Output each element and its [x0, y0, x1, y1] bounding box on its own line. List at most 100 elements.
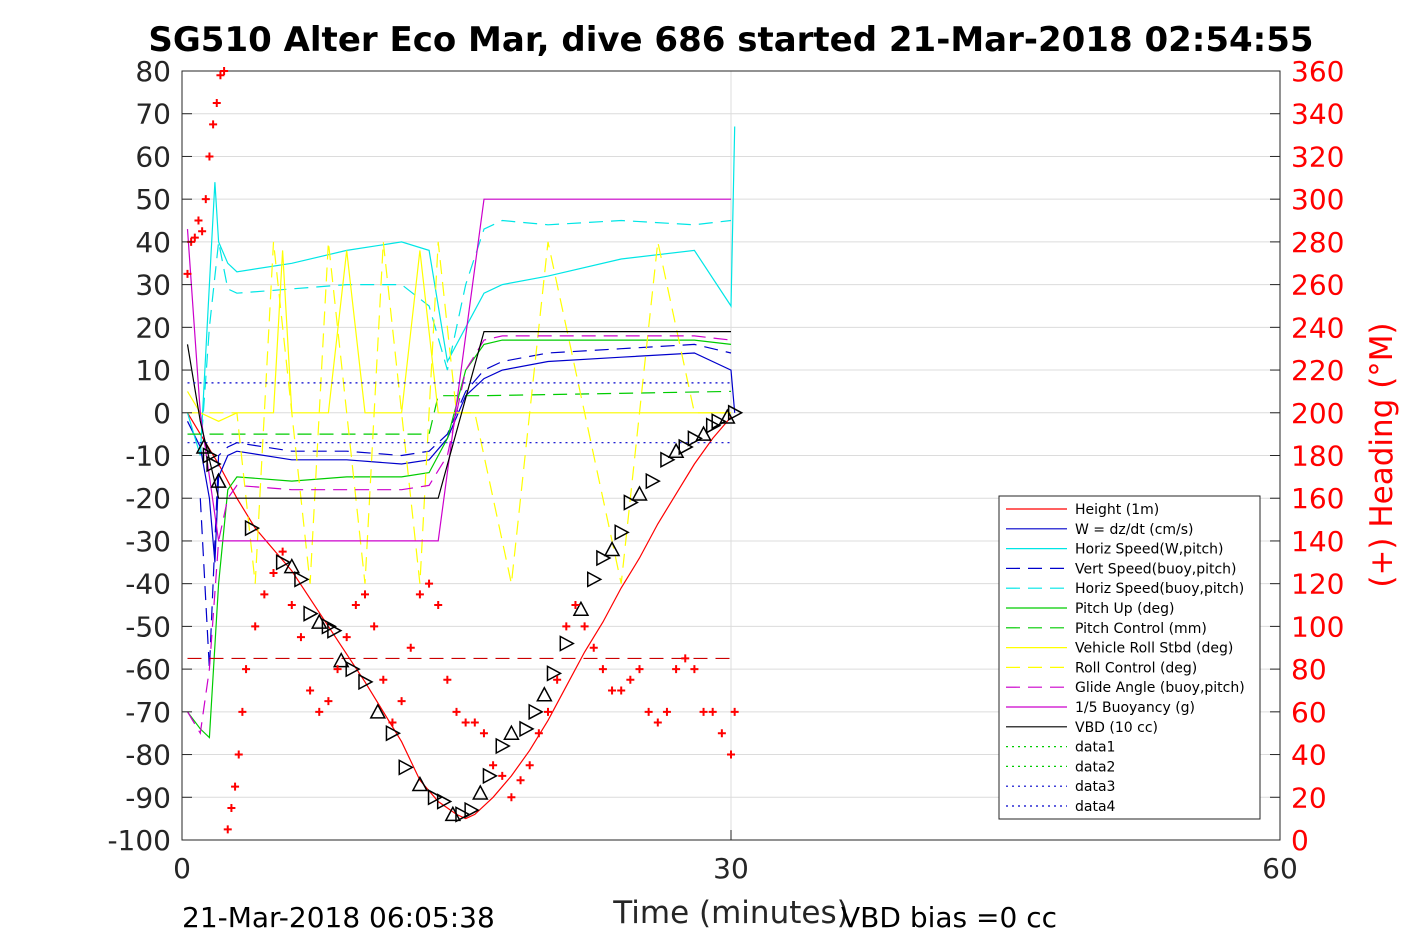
footer-right: VBD bias =0 cc	[841, 901, 1057, 934]
heading-point	[269, 568, 278, 577]
vbd-marker	[436, 793, 453, 810]
series-line-3	[199, 343, 732, 670]
heading-point	[617, 686, 626, 695]
series-line-5	[187, 339, 732, 739]
vbd-marker	[519, 720, 535, 738]
legend-label: data1	[1075, 740, 1115, 756]
x-axis-ticks: 0 30 60	[173, 830, 1298, 885]
y2-tick-label: 220	[1291, 354, 1344, 387]
legend-label: Pitch Control (mm)	[1075, 621, 1207, 637]
legend-label: VBD (10 cc)	[1075, 720, 1158, 736]
heading-point	[415, 590, 424, 599]
heading-point	[242, 665, 251, 674]
y-tick-label: -80	[125, 739, 171, 772]
heading-point	[324, 697, 333, 706]
heading-point	[544, 707, 552, 716]
legend-label: Pitch Up (deg)	[1075, 601, 1174, 617]
y2-tick-label: 120	[1291, 568, 1344, 601]
legend-label: Glide Angle (buoy,pitch)	[1075, 680, 1245, 696]
heading-point	[534, 729, 543, 738]
heading-point	[653, 718, 662, 727]
heading-point	[251, 622, 260, 631]
heading-point	[220, 67, 229, 75]
heading-point	[278, 547, 287, 556]
legend-label: Roll Control (deg)	[1075, 660, 1197, 676]
x-tick-label: 60	[1262, 852, 1298, 885]
heading-point	[727, 750, 735, 759]
series-line-11	[186, 331, 731, 499]
heading-point	[699, 707, 708, 716]
vbd-marker	[687, 430, 703, 447]
y-tick-label: 70	[135, 98, 171, 131]
heading-point	[351, 601, 360, 610]
series-line-1	[186, 352, 736, 563]
heading-point	[507, 793, 516, 802]
vbd-marker	[695, 425, 712, 441]
vbd-marker	[327, 622, 343, 639]
vbd-marker	[614, 524, 630, 541]
heading-point	[342, 633, 351, 642]
y-tick-label: 0	[153, 397, 171, 430]
heading-point	[690, 665, 699, 674]
heading-point	[183, 269, 192, 278]
vbd-marker	[495, 737, 511, 755]
y2-tick-label: 20	[1291, 781, 1327, 814]
y-tick-label: 60	[135, 140, 171, 173]
legend-label: data4	[1075, 799, 1116, 815]
y2-tick-label: 60	[1291, 696, 1327, 729]
heading-point	[234, 750, 243, 759]
heading-point	[525, 761, 534, 770]
vbd-marker	[444, 805, 462, 822]
y2-tick-label: 340	[1291, 98, 1344, 131]
series-line-2	[186, 126, 736, 456]
heading-point	[461, 718, 470, 727]
y-tick-label: 10	[135, 354, 171, 387]
heading-point	[201, 195, 210, 204]
vbd-marker	[587, 571, 603, 588]
y-tick-label: 50	[135, 183, 171, 216]
heading-point	[370, 622, 379, 631]
heading-point	[644, 707, 653, 716]
y2-tick-label: 260	[1291, 269, 1344, 302]
heading-point	[681, 654, 690, 663]
legend-label: 1/5 Buoyancy (g)	[1075, 700, 1195, 716]
vbd-marker	[294, 571, 310, 588]
vbd-marker	[472, 784, 489, 800]
vbd-marker	[206, 455, 222, 473]
heading-point	[589, 643, 598, 652]
heading-point	[361, 590, 369, 599]
y2-tick-label: 280	[1291, 226, 1344, 259]
heading-point	[717, 729, 726, 738]
heading-point	[434, 601, 443, 610]
heading-point	[571, 601, 580, 610]
vbd-marker	[711, 413, 727, 430]
vbd-marker	[283, 557, 301, 574]
series-line-4	[199, 219, 732, 456]
heading-point	[287, 601, 296, 610]
y2-tick-label: 200	[1291, 397, 1344, 430]
heading-point	[598, 665, 607, 674]
y-tick-label: -70	[125, 696, 171, 729]
legend-label: Horiz Speed(buoy,pitch)	[1075, 581, 1244, 597]
vbd-marker	[660, 451, 676, 469]
heading-point	[333, 665, 342, 674]
series-line-0	[186, 412, 732, 820]
vbd-marker	[244, 519, 261, 537]
y2-tick-label: 300	[1291, 183, 1344, 216]
vbd-marker	[358, 673, 374, 691]
vbd-marker	[727, 404, 744, 422]
y2-tick-label: 320	[1291, 140, 1344, 173]
vbd-marker	[705, 417, 722, 434]
vbd-marker	[482, 767, 499, 785]
series-line-9	[186, 335, 732, 735]
legend-label: Vehicle Roll Stbd (deg)	[1075, 641, 1233, 657]
y-tick-label: -50	[125, 610, 171, 643]
y2-tick-label: 180	[1291, 440, 1344, 473]
heading-point	[209, 120, 218, 129]
heading-point	[223, 825, 232, 834]
vbd-marker	[546, 665, 563, 682]
vbd-marker	[321, 618, 337, 635]
x-tick-label: 0	[173, 852, 191, 885]
y-tick-label: -30	[125, 525, 171, 558]
